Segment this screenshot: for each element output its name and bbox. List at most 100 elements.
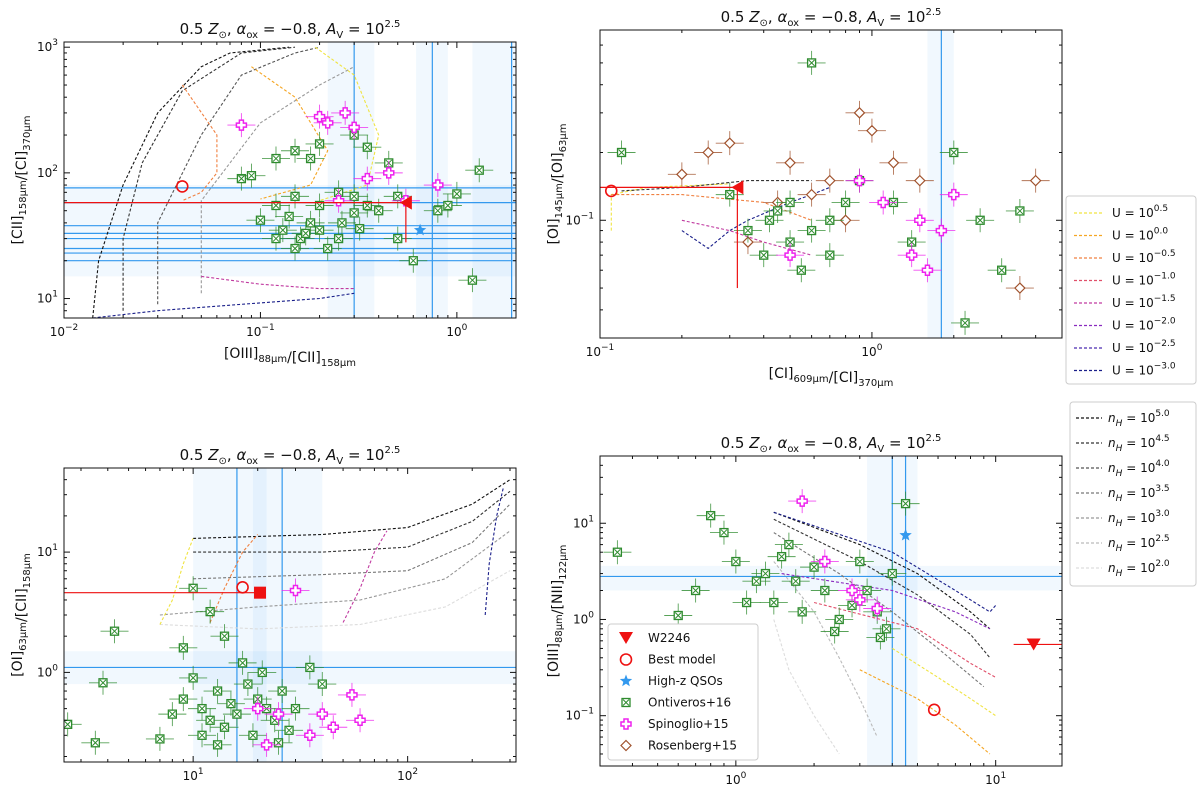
legend-nH-label: nH = 102.0 [1108, 559, 1170, 579]
ontiveros-point-x [189, 674, 197, 682]
ontiveros-point-x [292, 705, 299, 712]
obs-hband [600, 565, 1062, 591]
model-grid-line [892, 647, 997, 717]
ontiveros-point-x [179, 695, 187, 703]
plot-area-p2 [600, 30, 1050, 338]
plot-area-p3 [64, 468, 516, 762]
x-axis-label-text: [CI]609μm/[CI]370μm [769, 366, 894, 389]
ontiveros-point-x [743, 599, 750, 606]
ontiveros-point-x [444, 202, 452, 209]
w2246-point [731, 180, 744, 195]
spinoglio-point [877, 196, 889, 209]
spinoglio-point [784, 249, 796, 261]
legend-marker-plus [620, 718, 632, 730]
ontiveros-point-x [856, 558, 864, 565]
ontiveros-point-x [316, 202, 323, 209]
ontiveros-point-x [808, 227, 815, 234]
legend-U-label: U = 100.5 [1112, 204, 1168, 220]
ontiveros-point-x [249, 731, 257, 739]
spinoglio-point [921, 264, 934, 276]
y-tick-label: 101 [37, 543, 58, 559]
y-tick-label: 102 [37, 164, 58, 180]
ontiveros-point-x [778, 553, 785, 560]
model-grid-line [773, 532, 985, 688]
rosenberg-point [1014, 282, 1026, 294]
model-grid-line [193, 503, 511, 580]
ontiveros-point-x [831, 628, 838, 635]
ontiveros-point-x [239, 659, 246, 667]
rosenberg-point [866, 124, 878, 137]
legend-nH-label: nH = 104.0 [1108, 459, 1170, 479]
ontiveros-point-x [285, 213, 293, 220]
ontiveros-point-x [774, 207, 781, 215]
qso-point [899, 528, 912, 541]
ontiveros-point-x [316, 226, 323, 234]
spinoglio-point [348, 121, 360, 134]
ontiveros-point-x [409, 257, 417, 265]
ontiveros-point-x [475, 166, 483, 174]
panel-p2: 10−1 100 10−1 0.5 Z⊙, αox = −0.8, AV = 102.… [546, 7, 1063, 389]
x-axis-label: [OIII]88μm/[CII]158μm [224, 346, 356, 369]
spinoglio-point [327, 721, 340, 734]
ontiveros-point-x [233, 710, 241, 718]
x-tick-label: 101 [183, 767, 204, 783]
ontiveros-point-x [302, 230, 310, 237]
model-grid-line [122, 46, 296, 311]
ontiveros-point-x [848, 602, 856, 609]
model-grid-line [773, 511, 991, 630]
best-model-point [175, 180, 189, 193]
ontiveros-point-x [877, 634, 884, 641]
ontiveros-point-x [798, 608, 806, 616]
rosenberg-point [805, 188, 818, 201]
ontiveros-point-x [221, 632, 228, 640]
legend-nH-label: nH = 102.5 [1108, 534, 1170, 554]
ontiveros-point-x [375, 207, 383, 215]
legend-marker-label: Ontiveros+16 [648, 696, 731, 710]
ontiveros-point-x [169, 710, 176, 718]
ontiveros-point-x [453, 190, 461, 198]
legend-marker-label: Best model [648, 653, 716, 667]
y-tick-label: 10−1 [565, 211, 594, 227]
panel-p1: 10−2 10−1 100 101 102 103 0.5 Z⊙, αox = −0.8, … [10, 19, 517, 369]
model-grid-line [342, 530, 388, 623]
best-model-point [604, 184, 618, 198]
ontiveros-point-x [998, 266, 1006, 274]
y-axis-label: [OI]145μm/[OI]63μm [546, 124, 569, 245]
legend-markers-box [607, 623, 759, 761]
legend-U-label: U = 10−1.0 [1112, 272, 1176, 288]
x-axis-label: [CI]609μm/[CI]370μm [769, 366, 894, 389]
ontiveros-point-x [614, 548, 621, 556]
spinoglio-point [354, 714, 366, 727]
ontiveros-point-x [198, 731, 206, 739]
ontiveros-point-x [826, 216, 834, 224]
plot-area-p4 [600, 456, 1062, 766]
rosenberg-point [702, 146, 715, 159]
x-tick-label: 100 [861, 343, 882, 359]
spinoglio-point [796, 495, 808, 507]
rosenberg-point [853, 107, 866, 119]
ontiveros-point-x [744, 227, 752, 234]
ontiveros-point-x [902, 500, 909, 507]
x-tick-label: 10−2 [50, 323, 79, 339]
legend-nH: nH = 105.0 nH = 104.5 nH = 104.0 nH = 103.5… [1069, 401, 1197, 587]
ontiveros-point-x [272, 155, 280, 162]
ontiveros-point-x [363, 143, 371, 151]
y-tick-label: 101 [37, 290, 58, 306]
legend-U-label: U = 10−3.0 [1112, 362, 1176, 378]
model-grid-line [201, 275, 355, 290]
ontiveros-point-x [214, 687, 221, 695]
legend-marker-diamond [620, 739, 632, 752]
ontiveros-point-x [786, 238, 794, 246]
w2246-point [399, 195, 412, 210]
ontiveros-point-x [434, 207, 442, 215]
spinoglio-point [313, 110, 326, 123]
ontiveros-point-x [244, 680, 252, 688]
legend-U-box [1065, 195, 1197, 385]
legend-U-label: U = 100.0 [1112, 227, 1168, 243]
y-tick-label: 10−1 [565, 707, 594, 723]
x-axis-label-text: [OIII]88μm/[CII]158μm [224, 346, 356, 369]
ontiveros-point-x [111, 627, 118, 635]
legend-marker-tri [619, 632, 633, 644]
plot-area-p1 [64, 42, 516, 318]
